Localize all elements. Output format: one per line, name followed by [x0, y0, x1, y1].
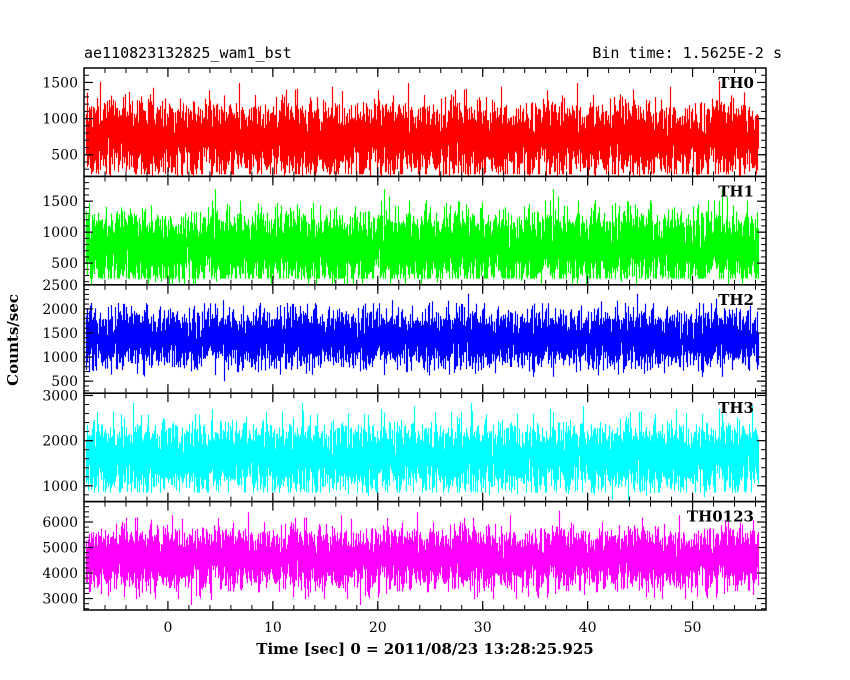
y-tick-label: 1000 [42, 112, 78, 128]
y-tick-label: 1000 [42, 350, 78, 366]
panels: 500 1000 1500 TH0 500 1000 1500 TH1 500 1000 1500 2… [42, 67, 767, 611]
panel-th3: 1000 2000 3000 TH3 [42, 388, 767, 503]
y-tick-label: 1500 [42, 75, 78, 91]
panel-th1: 500 1000 1500 TH1 [42, 175, 767, 286]
panel-label-th3: TH3 [718, 399, 754, 417]
plot-title: ae110823132825_wam1_bst [84, 44, 292, 62]
series-th0 [85, 81, 760, 177]
y-tick-label: 1000 [42, 225, 78, 241]
x-tick-label: 0 [163, 620, 172, 636]
y-tick-label: 4000 [42, 566, 78, 582]
y-tick-label: 3000 [42, 592, 78, 608]
x-tick-label: 10 [264, 620, 282, 636]
panel-th2: 500 1000 1500 2000 2500 TH2 [42, 278, 767, 394]
y-tick-label: 5000 [42, 541, 78, 557]
x-tick-label: 40 [579, 620, 597, 636]
y-tick-label: 6000 [42, 515, 78, 531]
x-axis-label: Time [sec] 0 = 2011/08/23 13:28:25.925 [256, 640, 593, 658]
series-th0123 [85, 510, 760, 605]
y-tick-label: 500 [51, 148, 78, 164]
y-tick-label: 500 [51, 256, 78, 272]
x-tick-label: 50 [684, 620, 702, 636]
panel-label-th0123: TH0123 [687, 508, 754, 526]
series-th3 [85, 403, 760, 501]
y-tick-label: 2000 [42, 434, 78, 450]
panel-th0: 500 1000 1500 TH0 [42, 67, 767, 178]
x-tick-label: 20 [369, 620, 387, 636]
bin-time-label: Bin time: 1.5625E-2 s [592, 44, 782, 62]
series-th1 [85, 189, 760, 285]
panel-label-th1: TH1 [718, 182, 754, 200]
x-tick-label: 30 [474, 620, 492, 636]
series-th2 [85, 293, 760, 382]
y-tick-label: 1000 [42, 479, 78, 495]
y-axis-label: Counts/sec [4, 294, 22, 386]
y-tick-label: 500 [51, 374, 78, 390]
y-tick-label: 2500 [42, 278, 78, 294]
y-tick-label: 1500 [42, 326, 78, 342]
y-tick-label: 2000 [42, 302, 78, 318]
panel-label-th2: TH2 [718, 291, 754, 309]
x-axis: 0 10 20 30 40 50 [163, 620, 701, 636]
y-tick-label: 3000 [42, 388, 78, 404]
y-tick-label: 1500 [42, 194, 78, 210]
panel-th0123: 3000 4000 5000 6000 TH0123 [42, 500, 767, 611]
panel-frame [83, 500, 767, 611]
panel-label-th0: TH0 [718, 74, 754, 92]
